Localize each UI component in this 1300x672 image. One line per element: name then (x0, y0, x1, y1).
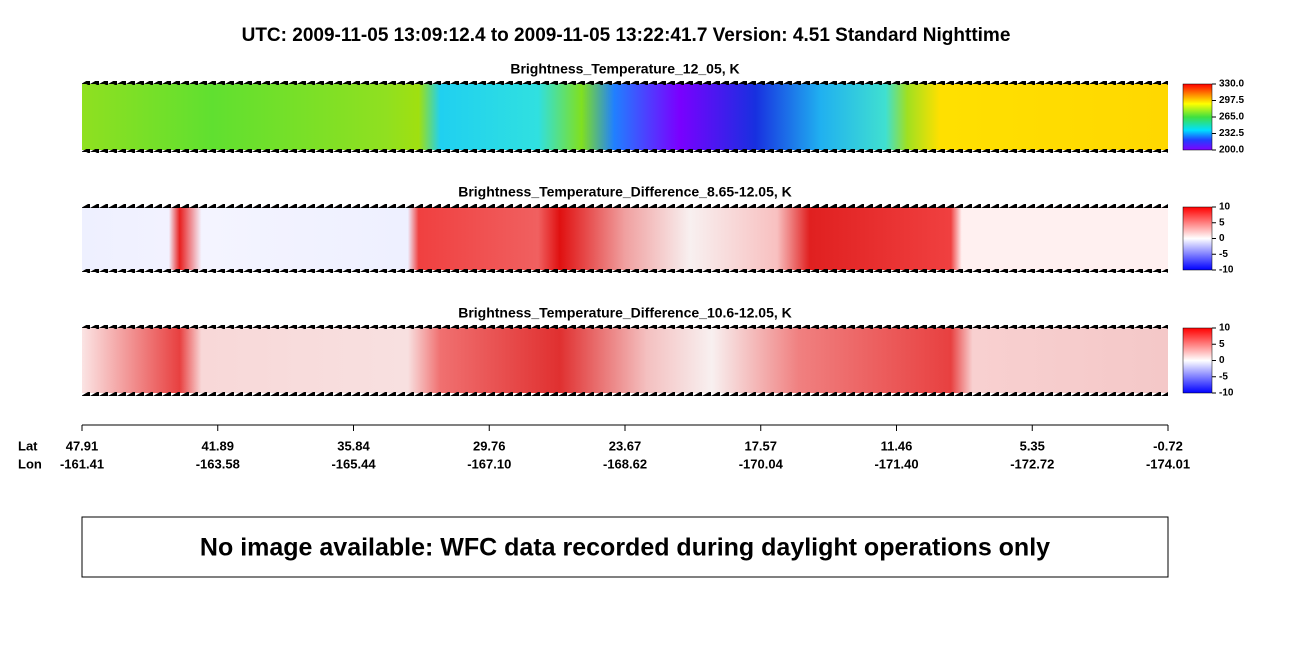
colorbar (1182, 327, 1213, 394)
lat-tick-label: 5.35 (1020, 438, 1045, 453)
title: UTC: 2009-11-05 13:09:12.4 to 2009-11-05… (242, 25, 1011, 46)
colorbar (1182, 83, 1213, 151)
colorbar-tick-label: -10 (1219, 265, 1234, 276)
lon-tick-label: -167.10 (467, 456, 511, 471)
swath-edge (82, 149, 1168, 153)
swath (82, 207, 1168, 270)
lon-tick-label: -170.04 (739, 456, 784, 471)
colorbar-tick-label: 10 (1219, 202, 1231, 213)
lat-tick-label: 47.91 (66, 438, 99, 453)
colorbar-tick-label: -5 (1219, 249, 1228, 260)
colorbar-tick-label: 5 (1219, 339, 1225, 350)
lat-tick-label: 23.67 (609, 438, 642, 453)
lon-label: Lon (18, 456, 42, 471)
swath-edge (82, 269, 1168, 273)
swath-edge (82, 81, 1168, 85)
colorbar-tick-label: 200.0 (1219, 145, 1244, 156)
swath-edge (82, 392, 1168, 396)
colorbar-tick-label: -10 (1219, 388, 1234, 399)
colorbar-tick-label: -5 (1219, 371, 1228, 382)
colorbar-tick-label: 0 (1219, 355, 1225, 366)
swath-edge (82, 204, 1168, 208)
colorbar-tick-label: 265.0 (1219, 112, 1244, 123)
lat-tick-label: 35.84 (337, 438, 370, 453)
colorbar-tick-label: 0 (1219, 233, 1225, 244)
colorbar-tick-label: 10 (1219, 323, 1231, 334)
lon-tick-label: -163.58 (196, 456, 240, 471)
panel-title: Brightness_Temperature_Difference_10.6-1… (458, 305, 792, 321)
lon-tick-label: -168.62 (603, 456, 647, 471)
lat-label: Lat (18, 438, 38, 453)
lon-tick-label: -161.41 (60, 456, 104, 471)
colorbar-tick-label: 297.5 (1219, 95, 1244, 106)
lon-tick-label: -174.01 (1146, 456, 1190, 471)
lat-tick-label: -0.72 (1153, 438, 1183, 453)
lon-tick-label: -165.44 (331, 456, 376, 471)
panel-title: Brightness_Temperature_Difference_8.65-1… (458, 184, 792, 200)
lat-tick-label: 17.57 (744, 438, 777, 453)
colorbar-tick-label: 232.5 (1219, 128, 1244, 139)
colorbar-tick-label: 330.0 (1219, 79, 1244, 90)
swath (82, 328, 1168, 393)
lon-tick-label: -171.40 (874, 456, 918, 471)
swath-edge (82, 325, 1168, 329)
lat-tick-label: 41.89 (201, 438, 234, 453)
panel-title: Brightness_Temperature_12_05, K (510, 61, 739, 77)
colorbar (1182, 206, 1213, 271)
lat-tick-label: 11.46 (881, 438, 913, 453)
notice: No image available: WFC data recorded du… (200, 534, 1050, 562)
lat-tick-label: 29.76 (473, 438, 506, 453)
notice-box (81, 516, 1169, 578)
swath (82, 84, 1168, 150)
colorbar-tick-label: 5 (1219, 217, 1225, 228)
lon-tick-label: -172.72 (1010, 456, 1054, 471)
